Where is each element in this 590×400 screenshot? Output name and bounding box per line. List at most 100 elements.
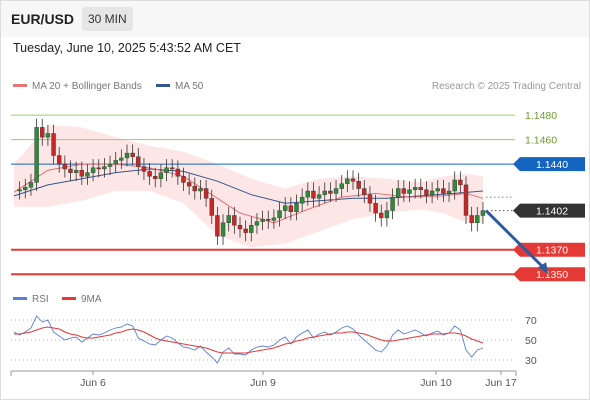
candle-body [243, 228, 248, 233]
level-tag-1.1350 [513, 267, 585, 282]
rsi-tick-50: 50 [525, 335, 537, 347]
candle-body [424, 189, 429, 195]
candle-body [441, 188, 446, 194]
forecast-arrow-head [538, 262, 549, 275]
candle-body [141, 166, 147, 172]
time-tick-label: Jun 10 [420, 377, 452, 389]
candle-body [119, 157, 124, 161]
candle-body [429, 190, 435, 195]
candle-body [345, 178, 350, 184]
level-label-1.1350: 1.1350 [536, 269, 568, 281]
candle-body [271, 217, 277, 221]
timestamp-label: Tuesday, June 10, 2025 5:43:52 AM CET [13, 41, 241, 55]
candle-body [396, 188, 401, 198]
candle-body [34, 127, 39, 183]
candle-body [203, 188, 209, 199]
rsi-ma-line [14, 326, 484, 354]
candle-body [266, 218, 271, 221]
legend-swatch-ma20 [13, 84, 27, 87]
legend-label-ma20: MA 20 + Bollinger Bands [32, 81, 142, 92]
candle-body [136, 156, 141, 167]
level-tag-1.1440 [513, 157, 585, 172]
candle-body [367, 194, 373, 204]
candle-body [299, 196, 305, 204]
candle-body [107, 163, 113, 167]
candle-body [249, 225, 254, 233]
legend-label-rsi: RSI [32, 294, 49, 305]
candle-body [294, 203, 299, 213]
candle-body [384, 210, 390, 219]
candle-body [40, 127, 45, 138]
candle-body [220, 222, 226, 237]
candle-body [475, 215, 480, 224]
candle-body [17, 189, 22, 192]
last-price-label: 1.1402 [536, 206, 568, 218]
candle-body [102, 166, 107, 170]
candle-body [68, 168, 73, 173]
candle-body [158, 172, 164, 179]
candle-body [192, 185, 198, 192]
candle-body [283, 205, 288, 211]
candle-body [164, 167, 169, 173]
timeframe-button[interactable]: 30 MIN [82, 7, 133, 31]
candle-body [362, 188, 367, 195]
level-label-1.1480: 1.1480 [525, 110, 557, 122]
candle-body [277, 210, 282, 219]
legend-swatch-rsi [13, 297, 27, 300]
candle-body [215, 215, 220, 237]
candle-body [446, 190, 452, 194]
candle-body [288, 205, 294, 213]
candle-body [45, 133, 51, 138]
candle-body [175, 168, 181, 177]
candle-body [401, 188, 407, 194]
candle-body [62, 163, 68, 170]
time-tick-label: Jun 17 [485, 377, 517, 389]
candle-body [379, 212, 384, 219]
candle-body [209, 198, 214, 216]
candle-body [147, 171, 152, 177]
candle-body [169, 167, 175, 170]
candle-body [305, 190, 310, 198]
candle-body [339, 183, 344, 189]
chart-header: EUR/USD 30 MIN [0, 0, 590, 37]
legend-swatch-rsi-ma [62, 297, 76, 300]
candle-body [435, 188, 440, 192]
last-price-tag [513, 203, 585, 218]
candle-body [254, 221, 260, 226]
candle-body [153, 176, 158, 179]
candle-body [407, 189, 412, 194]
candle-body [237, 225, 243, 230]
legend-label-rsi-ma: 9MA [81, 294, 102, 305]
symbol-label: EUR/USD [11, 11, 75, 27]
candle-body [452, 179, 457, 192]
candle-body [469, 215, 474, 224]
candle-body [412, 187, 418, 190]
candle-body [418, 187, 423, 190]
candle-body [311, 190, 316, 199]
rsi-tick-70: 70 [525, 315, 537, 327]
level-label-1.1460: 1.1460 [525, 135, 557, 147]
legend-label-ma50: MA 50 [175, 81, 204, 92]
candle-body [328, 190, 333, 194]
candle-body [57, 155, 62, 165]
candle-body [181, 176, 186, 183]
candle-body [23, 187, 28, 190]
candle-body [322, 190, 327, 195]
candle-body [73, 169, 79, 173]
rsi-tick-30: 30 [525, 355, 537, 367]
candle-body [316, 194, 322, 199]
candle-body [350, 178, 356, 182]
candle-body [480, 210, 486, 216]
candle-body [232, 215, 237, 226]
candle-body [28, 182, 34, 188]
candle-body [226, 215, 231, 224]
candle-body [85, 172, 90, 177]
time-tick-label: Jun 6 [80, 377, 106, 389]
bollinger-band [14, 124, 483, 248]
candle-body [113, 160, 118, 165]
candle-body [186, 182, 192, 187]
source-credit: Research © 2025 Trading Central [432, 81, 581, 92]
legend-swatch-ma50 [156, 84, 170, 87]
forecast-arrow-shaft [484, 209, 547, 271]
level-label-1.1370: 1.1370 [536, 245, 568, 257]
